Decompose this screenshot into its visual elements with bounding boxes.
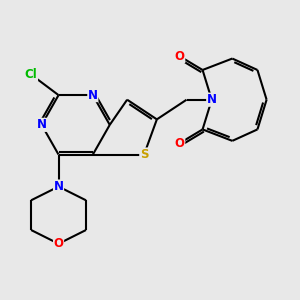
Text: Cl: Cl <box>25 68 38 81</box>
Text: O: O <box>53 237 64 250</box>
Text: O: O <box>175 136 185 150</box>
Text: N: N <box>53 180 64 193</box>
Text: N: N <box>88 88 98 102</box>
Text: N: N <box>37 118 46 131</box>
Text: S: S <box>140 148 148 161</box>
Text: N: N <box>207 93 217 106</box>
Text: O: O <box>175 50 185 63</box>
